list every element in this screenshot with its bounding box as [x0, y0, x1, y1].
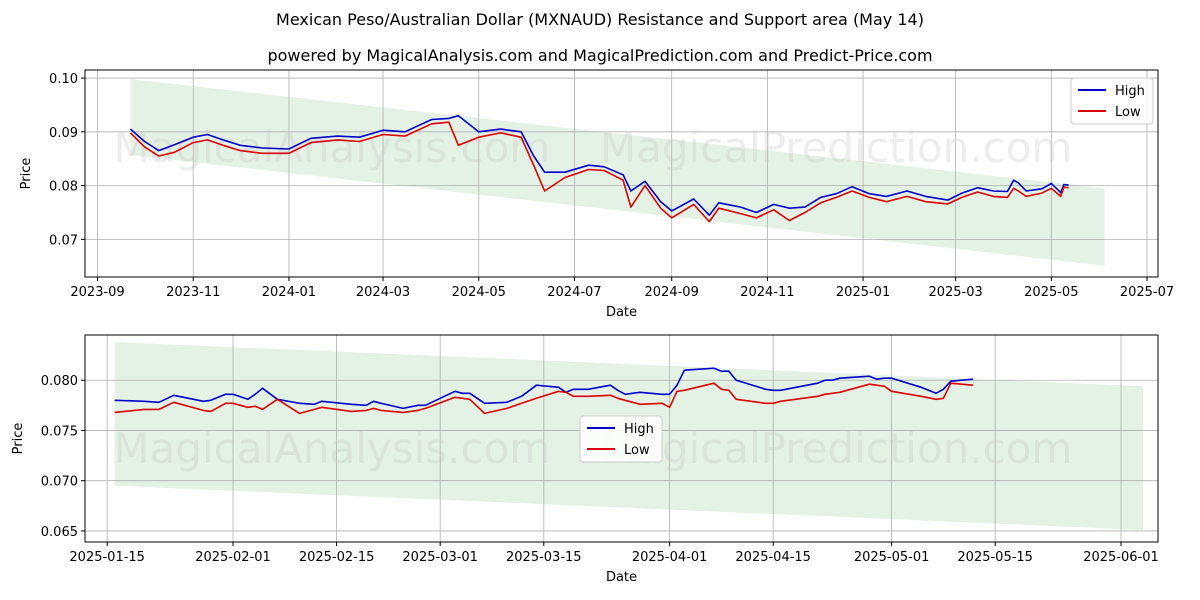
legend-label-high: High [624, 422, 654, 437]
x-tick-label: 2024-05 [452, 285, 506, 300]
chart-title: Mexican Peso/Australian Dollar (MXNAUD) … [276, 10, 924, 29]
plot-frame [84, 69, 1159, 278]
y-tick-label: 0.070 [41, 475, 78, 490]
y-axis-label: Price [19, 158, 34, 190]
series-line-high [129, 114, 1069, 216]
x-tick-label: 2025-04-15 [735, 550, 811, 565]
watermark-prediction: MagicalPrediction.com [600, 123, 1073, 172]
x-tick-label: 2023-11 [166, 285, 220, 300]
x-tick-label: 2025-01-15 [69, 550, 145, 565]
legend-label-high: High [1115, 84, 1145, 99]
x-tick-label: 2024-07 [547, 285, 601, 300]
x-tick-label: 2025-02-01 [195, 550, 271, 565]
x-tick-label: 2025-05-15 [957, 550, 1033, 565]
watermark-analysis: MagicalAnalysis.com [113, 424, 550, 473]
y-tick-label: 0.080 [41, 374, 78, 389]
y-tick-label: 0.08 [49, 180, 78, 195]
series-line-low [114, 382, 974, 415]
x-tick-label: 2025-02-15 [299, 550, 375, 565]
y-tick-label: 0.09 [49, 126, 78, 141]
y-tick-label: 0.07 [49, 233, 78, 248]
chart-subtitle: powered by MagicalAnalysis.com and Magic… [267, 46, 933, 65]
plot-frame [84, 334, 1159, 543]
legend: High Low [579, 415, 663, 463]
y-tick-label: 0.065 [41, 525, 78, 540]
x-tick-label: 2025-06-01 [1083, 550, 1159, 565]
x-tick-label: 2025-01 [836, 285, 890, 300]
x-tick-label: 2025-07 [1120, 285, 1174, 300]
x-tick-label: 2025-05-01 [854, 550, 930, 565]
x-tick-label: 2025-04-01 [632, 550, 708, 565]
x-tick-label: 2025-03 [928, 285, 982, 300]
y-axis-label: Price [11, 423, 26, 455]
legend: High Low [1070, 77, 1154, 125]
x-axis-label: Date [606, 570, 637, 585]
watermark-prediction: MagicalPrediction.com [600, 424, 1073, 473]
x-tick-label: 2025-03-15 [506, 550, 582, 565]
x-tick-label: 2025-03-01 [402, 550, 478, 565]
y-tick-label: 0.10 [49, 72, 78, 87]
x-tick-label: 2025-05 [1024, 285, 1078, 300]
panel-2: MagicalAnalysis.com MagicalPrediction.com… [11, 334, 1159, 585]
panel-1: MagicalAnalysis.com MagicalPrediction.com… [19, 69, 1174, 320]
x-tick-label: 2024-01 [262, 285, 316, 300]
legend-label-low: Low [624, 443, 650, 458]
x-tick-label: 2024-09 [645, 285, 699, 300]
x-tick-label: 2024-11 [740, 285, 794, 300]
y-tick-label: 0.075 [41, 424, 78, 439]
x-axis-label: Date [606, 305, 637, 320]
x-tick-label: 2023-09 [70, 285, 124, 300]
series-line-low [129, 121, 1069, 223]
x-tick-label: 2024-03 [356, 285, 410, 300]
legend-label-low: Low [1115, 105, 1141, 120]
